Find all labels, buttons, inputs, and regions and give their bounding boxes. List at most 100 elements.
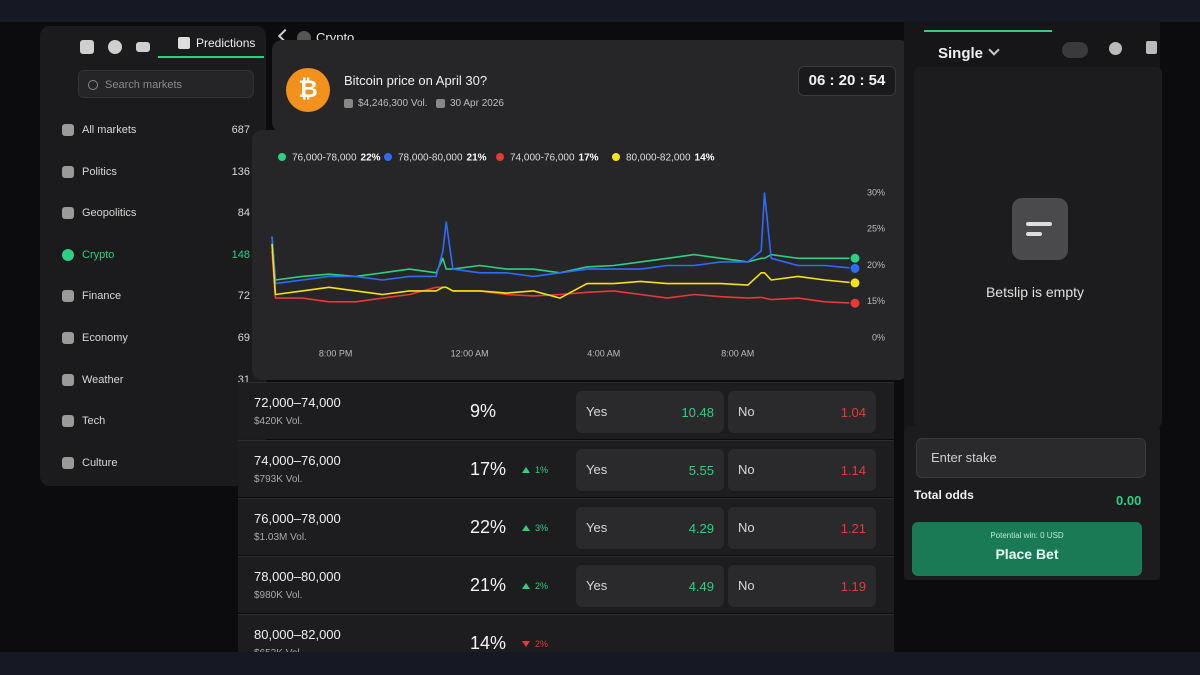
category-icon	[62, 373, 74, 386]
category-count: 687	[231, 124, 250, 136]
empty-text: Betslip is empty	[985, 284, 1085, 300]
series-line	[271, 192, 856, 285]
category-name: Culture	[82, 456, 118, 469]
tab-label: Predictions	[196, 36, 256, 50]
no-button[interactable]: No 1.04	[728, 391, 876, 433]
no-odds: 1.04	[840, 405, 866, 420]
change-value: 2%	[535, 639, 549, 649]
x-tick-label: 12:00 AM	[451, 348, 489, 358]
bet-mode[interactable]: Single	[938, 45, 984, 62]
chart-panel: 30% 25% 20% 15% 0% 8:00 PM 12:00 AM 4:00 AM 8:00…	[252, 130, 908, 380]
category-icon	[62, 165, 74, 178]
outcome-row: 72,000–74,000 $420K Vol. 9% Yes 10.48 No 1.04	[238, 382, 894, 439]
outcome-chance: 14%	[470, 633, 507, 653]
yes-label: Yes	[586, 578, 608, 593]
end-dot	[849, 262, 861, 274]
category[interactable]: Geopolitics 84	[50, 197, 258, 229]
y-tick-label: 15%	[867, 296, 885, 306]
category-name: Politics	[82, 165, 117, 178]
yes-button[interactable]: Yes 5.55	[576, 449, 724, 491]
yes-label: Yes	[586, 462, 608, 477]
market-card: ₿ Bitcoin price on April 30? $4,246,300 …	[272, 40, 910, 132]
outcome-change: 2%	[522, 581, 548, 591]
yes-button[interactable]: Yes 10.48	[576, 391, 724, 433]
category-icon	[62, 290, 74, 303]
category-name: Geopolitics	[82, 207, 137, 220]
volume-icon	[344, 99, 353, 108]
trend-arrow	[522, 467, 530, 473]
yes-odds: 4.49	[688, 579, 714, 594]
category[interactable]: Politics 136	[50, 156, 258, 188]
outcome-change: 3%	[522, 523, 548, 533]
yes-odds: 10.48	[681, 405, 714, 420]
yes-button[interactable]: Yes 4.49	[576, 565, 724, 607]
category[interactable]: Economy 69	[50, 322, 258, 354]
predictions-tab[interactable]: Predictions	[158, 30, 264, 58]
outcome-change: 1%	[522, 465, 548, 475]
category[interactable]: Crypto 148	[50, 239, 258, 271]
legend-chance: 14%	[695, 153, 715, 164]
total-odds-value: 0.00	[1116, 493, 1142, 508]
market-date: 30 Apr 2026	[450, 98, 504, 109]
no-button[interactable]: No 1.14	[728, 449, 876, 491]
outcome-chance: 9%	[470, 401, 497, 421]
no-label: No	[738, 520, 755, 535]
outcome-volume: $793K Vol.	[254, 474, 303, 485]
yes-button[interactable]: Yes 4.29	[576, 507, 724, 549]
no-odds: 1.19	[840, 579, 866, 594]
outcome-chance: 21%	[470, 575, 507, 595]
trash-icon[interactable]	[1146, 41, 1157, 54]
series-line	[271, 236, 855, 281]
potential-win: Potential win: 0 USD	[990, 531, 1064, 540]
outcome-range: 74,000–76,000	[254, 453, 341, 468]
category[interactable]: Finance 72	[50, 280, 258, 312]
no-odds: 1.21	[840, 521, 866, 536]
outcome-row: 76,000–78,000 $1.03M Vol. 22% 3% Yes 4.29 No 1.…	[238, 498, 894, 555]
category-name: Finance	[82, 290, 122, 303]
search-box[interactable]: Search markets	[78, 70, 254, 98]
no-button[interactable]: No 1.21	[728, 507, 876, 549]
category-name: Crypto	[82, 248, 115, 261]
category[interactable]: Tech77	[50, 405, 258, 437]
sidebar: Predictions Search markets All markets 68…	[40, 26, 266, 486]
sports-icon[interactable]	[108, 40, 122, 54]
category-name: All markets	[82, 124, 137, 136]
y-tick-label: 25%	[867, 224, 885, 234]
change-value: 1%	[535, 465, 549, 475]
end-dot	[849, 277, 861, 289]
category[interactable]: Culture70	[50, 447, 258, 479]
x-tick-label: 8:00 PM	[319, 348, 353, 358]
toggle[interactable]	[1062, 42, 1088, 58]
stake-input[interactable]: Enter stake	[916, 438, 1146, 478]
outcome-volume: $420K Vol.	[254, 416, 303, 427]
outcome-volume: $1.03M Vol.	[254, 532, 307, 543]
legend-chance: 21%	[467, 153, 487, 164]
outcome-range: 72,000–74,000	[254, 395, 341, 410]
no-odds: 1.14	[840, 463, 866, 478]
settings-icon[interactable]	[1109, 42, 1122, 55]
legend-label: 80,000-82,000	[626, 153, 691, 164]
no-button[interactable]: No 1.19	[728, 565, 876, 607]
legend-label: 78,000-80,000	[398, 153, 463, 164]
place-bet-button[interactable]: Potential win: 0 USD Place Bet	[912, 522, 1142, 576]
category[interactable]: Weather 31	[50, 364, 258, 396]
legend-chance: 17%	[579, 153, 599, 164]
y-tick-label: 20%	[867, 260, 885, 270]
games-icon[interactable]	[136, 42, 150, 52]
series-line	[271, 243, 856, 299]
category[interactable]: All markets 687	[50, 114, 258, 146]
legend-swatch	[612, 153, 620, 161]
mode-caret[interactable]	[988, 44, 1000, 56]
change-value: 2%	[535, 581, 549, 591]
yes-odds: 4.29	[688, 521, 714, 536]
category-name: Weather	[82, 373, 124, 386]
category-icon	[62, 415, 74, 428]
home-icon[interactable]	[80, 40, 94, 54]
trend-arrow	[522, 525, 530, 531]
trend-arrow	[522, 583, 530, 589]
betslip-tab[interactable]	[924, 22, 1052, 32]
legend-swatch	[384, 153, 392, 161]
yes-label: Yes	[586, 404, 608, 419]
outcome-range: 80,000–82,000	[254, 627, 341, 642]
market-title: Bitcoin price on April 30?	[344, 73, 488, 88]
